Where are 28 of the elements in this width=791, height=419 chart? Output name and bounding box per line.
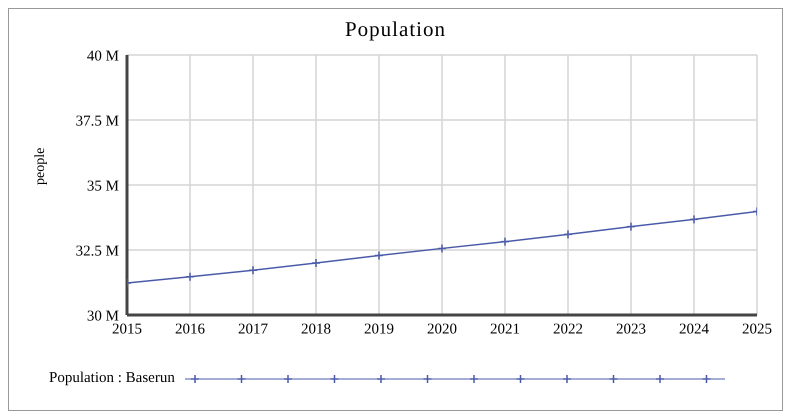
- point: [311, 258, 321, 268]
- y-tick-label: 40 M: [86, 48, 119, 64]
- point: [248, 266, 258, 276]
- point: [437, 244, 447, 254]
- x-tick-label: 2018: [301, 322, 331, 338]
- point: [563, 230, 573, 240]
- x-tick-label: 2024: [679, 322, 710, 338]
- x-tick-label: 2020: [427, 322, 457, 338]
- legend-label: Population : Baserun: [49, 370, 175, 387]
- chart-title: Population: [344, 16, 447, 43]
- y-axis-title: people: [32, 148, 48, 185]
- point: [689, 214, 699, 224]
- x-tick-label: 2016: [175, 322, 206, 338]
- y-tick-label: 35 M: [86, 178, 119, 194]
- x-tick-label: 2023: [616, 322, 646, 338]
- point: [500, 236, 510, 246]
- x-tick-label: 2019: [364, 322, 394, 338]
- x-tick-label: 2021: [490, 322, 520, 338]
- y-tick-label: 32.5 M: [76, 243, 119, 260]
- x-tick-label: 2025: [742, 322, 772, 338]
- point: [374, 250, 384, 260]
- y-tick-label: 37.5 M: [76, 113, 119, 130]
- x-tick-label: 2017: [238, 322, 268, 338]
- x-tick-label: 2015: [112, 322, 142, 338]
- x-tick-label: 2022: [553, 322, 583, 338]
- point: [626, 222, 636, 232]
- point: [185, 272, 195, 282]
- y-tick-label: 30 M: [86, 308, 119, 324]
